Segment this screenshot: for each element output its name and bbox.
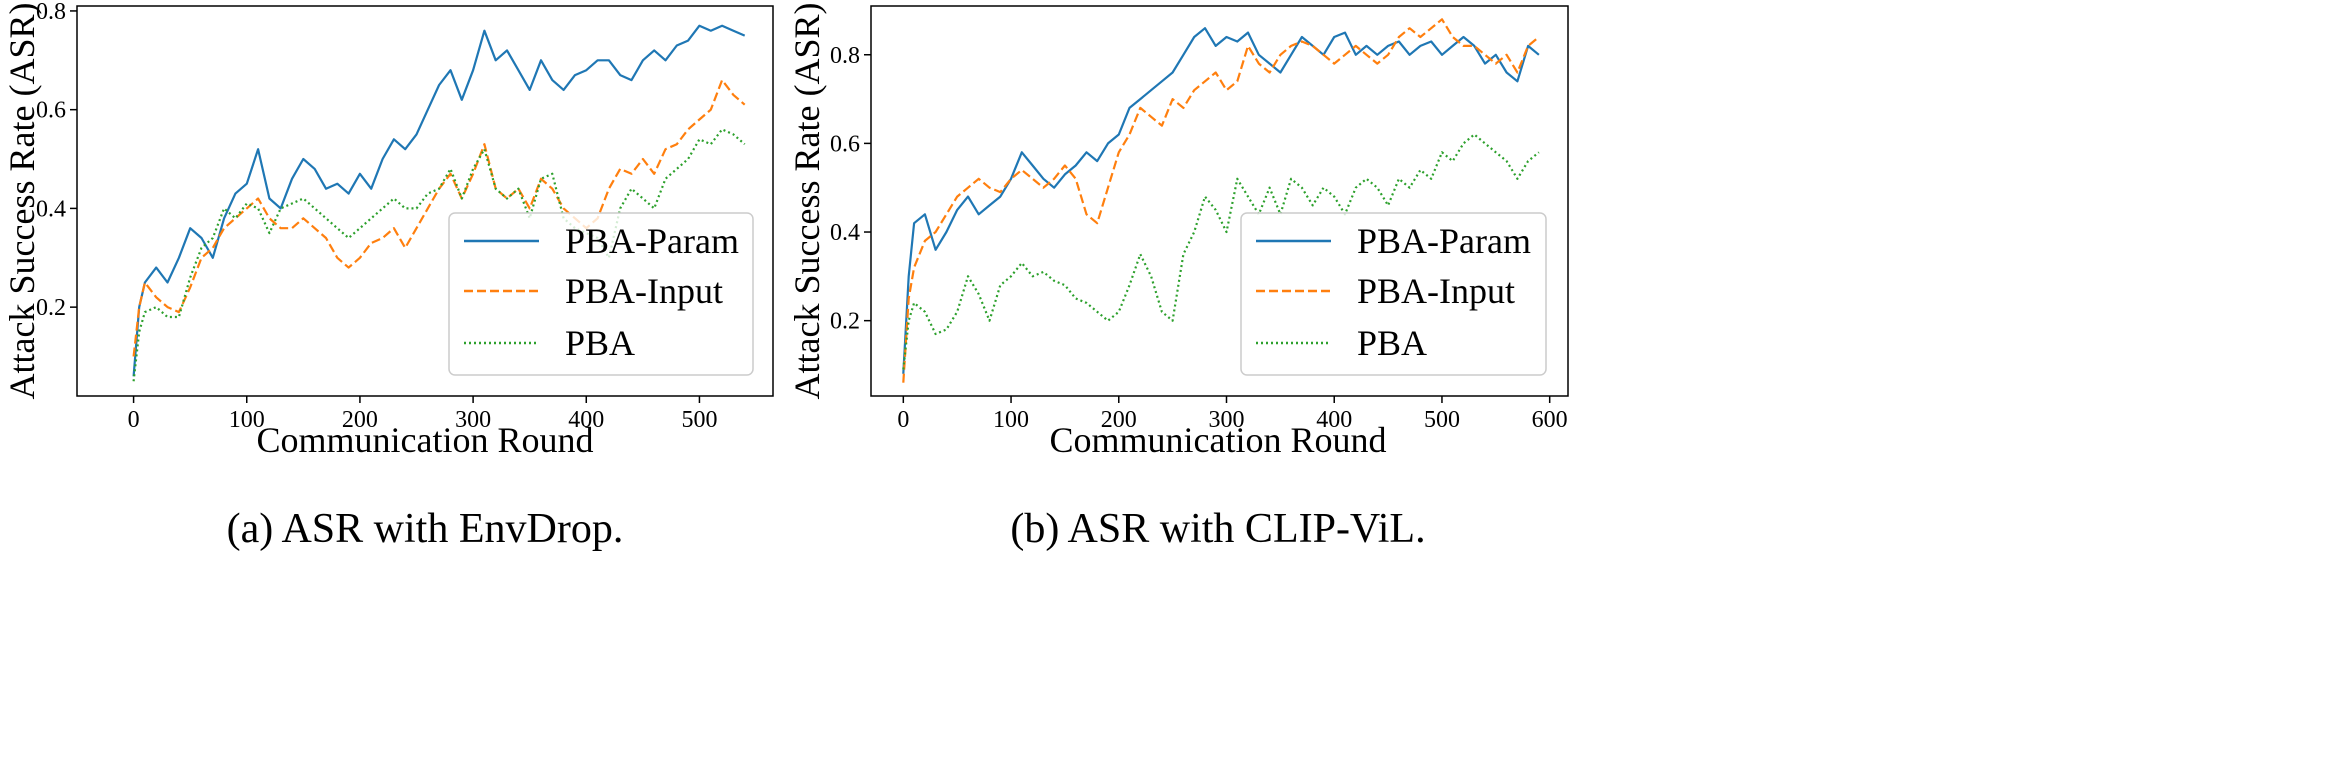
- series-line-pba-input: [902, 18, 1540, 383]
- legend-label-pba-input: PBA-Input: [1357, 271, 1515, 311]
- x-axis-ticks: 0 100 200 300 400 500 600: [897, 396, 1568, 433]
- x-axis-label: Communication Round: [1050, 420, 1387, 460]
- chart-panel-clip-vil: 0 100 200 300 400 500 600 0.2 0.4 0.6 0.8 Attack …: [787, 3, 1569, 552]
- y-tick-label: 0.4: [36, 196, 66, 222]
- x-tick-label: 400: [1316, 407, 1352, 433]
- x-tick-label: 0: [128, 407, 140, 433]
- plot-frame: [870, 5, 1569, 397]
- chart-panel-envdrop: 0 100 200 300 400 500 0.2 0.4 0.6 0.8 Attack Suc…: [2, 0, 774, 552]
- y-tick-label: 0.2: [830, 309, 860, 335]
- x-axis-label: Communication Round: [257, 420, 594, 460]
- series-line-pba-param: [902, 27, 1540, 374]
- x-tick-label: 200: [1101, 407, 1137, 433]
- legend-label-pba-input: PBA-Input: [565, 271, 723, 311]
- series-line-pba-param: [132, 24, 746, 377]
- legend-label-pba-param: PBA-Param: [1357, 221, 1531, 261]
- series-line-pba-input: [132, 78, 746, 357]
- series-line-pba: [132, 128, 746, 382]
- x-tick-label: 0: [897, 407, 909, 433]
- legend-box: [448, 212, 754, 376]
- x-axis-ticks: 0 100 200 300 400 500: [128, 396, 717, 433]
- y-axis-ticks: 0.2 0.4 0.6 0.8: [36, 0, 77, 321]
- y-tick-label: 0.4: [830, 220, 860, 246]
- x-tick-label: 300: [1209, 407, 1245, 433]
- legend-label-pba: PBA: [565, 323, 635, 363]
- y-tick-label: 0.8: [830, 43, 860, 69]
- y-tick-label: 0.6: [36, 98, 66, 124]
- series-layer: [132, 24, 746, 382]
- x-tick-label: 300: [455, 407, 491, 433]
- figure-caption: (a) ASR with EnvDrop.: [227, 506, 624, 552]
- legend-label-pba: PBA: [1357, 323, 1427, 363]
- legend: PBA-Param PBA-Input PBA: [448, 212, 754, 376]
- series-layer: [902, 18, 1540, 383]
- x-tick-label: 100: [993, 407, 1029, 433]
- x-tick-label: 100: [229, 407, 265, 433]
- figure-caption: (b) ASR with CLIP-ViL.: [1010, 506, 1425, 552]
- y-tick-label: 0.2: [36, 295, 66, 321]
- x-tick-label: 400: [568, 407, 604, 433]
- x-tick-label: 200: [342, 407, 378, 433]
- y-tick-label: 0.6: [830, 131, 860, 157]
- y-axis-label: Attack Success Rate (ASR): [787, 3, 827, 400]
- y-axis-ticks: 0.2 0.4 0.6 0.8: [830, 43, 871, 335]
- x-tick-label: 600: [1532, 407, 1568, 433]
- series-line-pba: [902, 133, 1540, 370]
- y-tick-label: 0.8: [36, 0, 66, 25]
- y-axis-label: Attack Success Rate (ASR): [2, 3, 42, 400]
- legend: PBA-Param PBA-Input PBA: [1240, 212, 1547, 376]
- legend-label-pba-param: PBA-Param: [565, 221, 739, 261]
- legend-box: [1240, 212, 1547, 376]
- x-tick-label: 500: [681, 407, 717, 433]
- x-tick-label: 500: [1424, 407, 1460, 433]
- plot-frame: [76, 5, 774, 397]
